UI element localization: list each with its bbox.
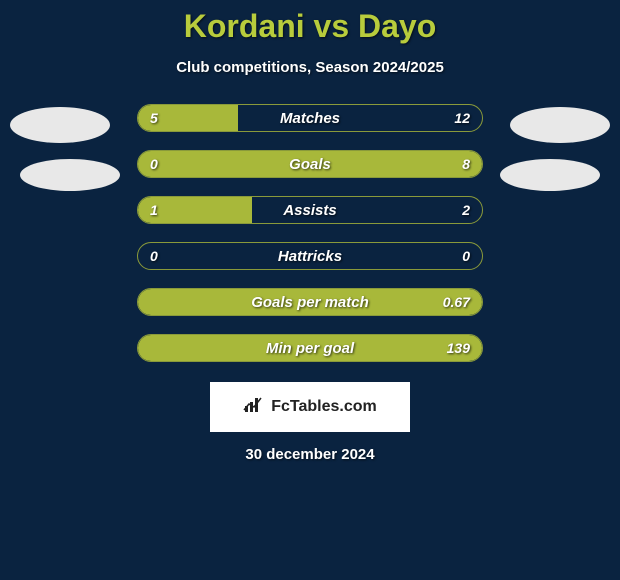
bar-value-right: 0.67 — [443, 289, 470, 315]
bar-row: 1Assists2 — [137, 196, 483, 224]
bar-row: 5Matches12 — [137, 104, 483, 132]
player-right-avatar-2 — [500, 159, 600, 191]
bar-row: 0Goals8 — [137, 150, 483, 178]
bar-value-right: 0 — [462, 243, 470, 269]
logo-text: FcTables.com — [271, 398, 377, 416]
bar-row: Goals per match0.67 — [137, 288, 483, 316]
bar-label: Assists — [138, 197, 482, 223]
bar-label: Hattricks — [138, 243, 482, 269]
bar-value-right: 2 — [462, 197, 470, 223]
chart-icon — [243, 396, 265, 419]
infographic-container: Kordani vs Dayo Club competitions, Seaso… — [0, 0, 620, 463]
bar-value-right: 12 — [454, 105, 470, 131]
player-left-avatar-1 — [10, 107, 110, 143]
player-right-avatar-1 — [510, 107, 610, 143]
logo-box[interactable]: FcTables.com — [210, 382, 410, 432]
comparison-bars: 5Matches120Goals81Assists20Hattricks0Goa… — [137, 104, 483, 362]
subtitle: Club competitions, Season 2024/2025 — [176, 59, 444, 76]
bar-label: Goals — [138, 151, 482, 177]
bar-label: Min per goal — [138, 335, 482, 361]
chart-area: 5Matches120Goals81Assists20Hattricks0Goa… — [0, 104, 620, 362]
page-title: Kordani vs Dayo — [184, 8, 437, 45]
bar-label: Goals per match — [138, 289, 482, 315]
date-label: 30 december 2024 — [245, 446, 374, 463]
bar-row: 0Hattricks0 — [137, 242, 483, 270]
bar-row: Min per goal139 — [137, 334, 483, 362]
bar-label: Matches — [138, 105, 482, 131]
player-left-avatar-2 — [20, 159, 120, 191]
bar-value-right: 139 — [447, 335, 470, 361]
bar-value-right: 8 — [462, 151, 470, 177]
